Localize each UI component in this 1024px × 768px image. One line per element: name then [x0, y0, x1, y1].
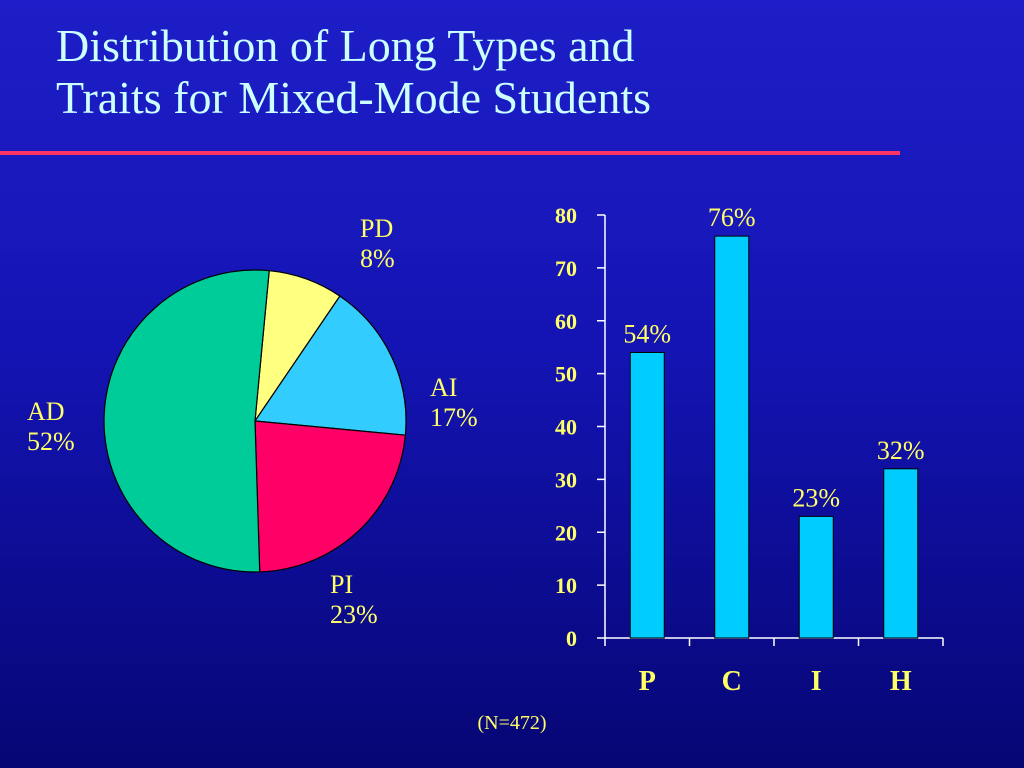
bar-i [798, 515, 834, 639]
y-tick-label: 80 [555, 203, 577, 228]
y-tick-label: 50 [555, 362, 577, 387]
slide-title: Distribution of Long Types and Traits fo… [56, 20, 956, 124]
y-tick-label: 40 [555, 415, 577, 440]
pie-label-pi-value: 23% [330, 600, 378, 629]
x-category-label: I [811, 666, 822, 697]
y-tick-label: 0 [566, 626, 577, 651]
pie-slice-pi [254, 420, 406, 573]
bar-data-label: 76% [708, 203, 756, 232]
pie-label-ad-name: AD [27, 397, 65, 426]
pie-slice-ad [103, 269, 270, 573]
pie-label-pd-name: PD [360, 214, 394, 243]
x-category-label: P [639, 666, 656, 697]
bar-data-label: 32% [877, 436, 925, 465]
pie-label-ai-value: 17% [430, 403, 478, 432]
pie-label-ai-name: AI [430, 373, 458, 402]
x-category-label: C [722, 666, 742, 697]
pie-chart [103, 269, 407, 573]
bar-c [714, 235, 750, 639]
pie-label-ad: AD 52% [27, 397, 75, 457]
pie-label-ai: AI 17% [430, 373, 478, 433]
title-line-2: Traits for Mixed-Mode Students [56, 72, 652, 123]
y-tick-label: 60 [555, 309, 577, 334]
y-tick-label: 30 [555, 467, 577, 492]
title-line-1: Distribution of Long Types and [56, 20, 635, 71]
y-tick-label: 10 [555, 573, 577, 598]
y-tick-label: 20 [555, 520, 577, 545]
pie-label-pd: PD 8% [360, 214, 395, 274]
pie-label-pi: PI 23% [330, 570, 378, 630]
bar-data-label: 54% [623, 319, 671, 348]
bar-h [883, 468, 919, 639]
bar-data-label: 23% [792, 483, 840, 512]
y-tick-label: 70 [555, 256, 577, 281]
pie-label-pd-value: 8% [360, 244, 395, 273]
title-divider [0, 151, 900, 155]
bar-p [629, 351, 665, 639]
pie-label-ad-value: 52% [27, 427, 75, 456]
sample-size-note: (N=472) [477, 712, 547, 734]
bar-chart: 0 10 20 30 40 50 60 70 80 54% P 76% C 23% I 32% H [555, 203, 944, 697]
pie-slice-ai [253, 295, 407, 436]
x-category-label: H [890, 666, 912, 697]
pie-label-pi-name: PI [330, 570, 354, 599]
